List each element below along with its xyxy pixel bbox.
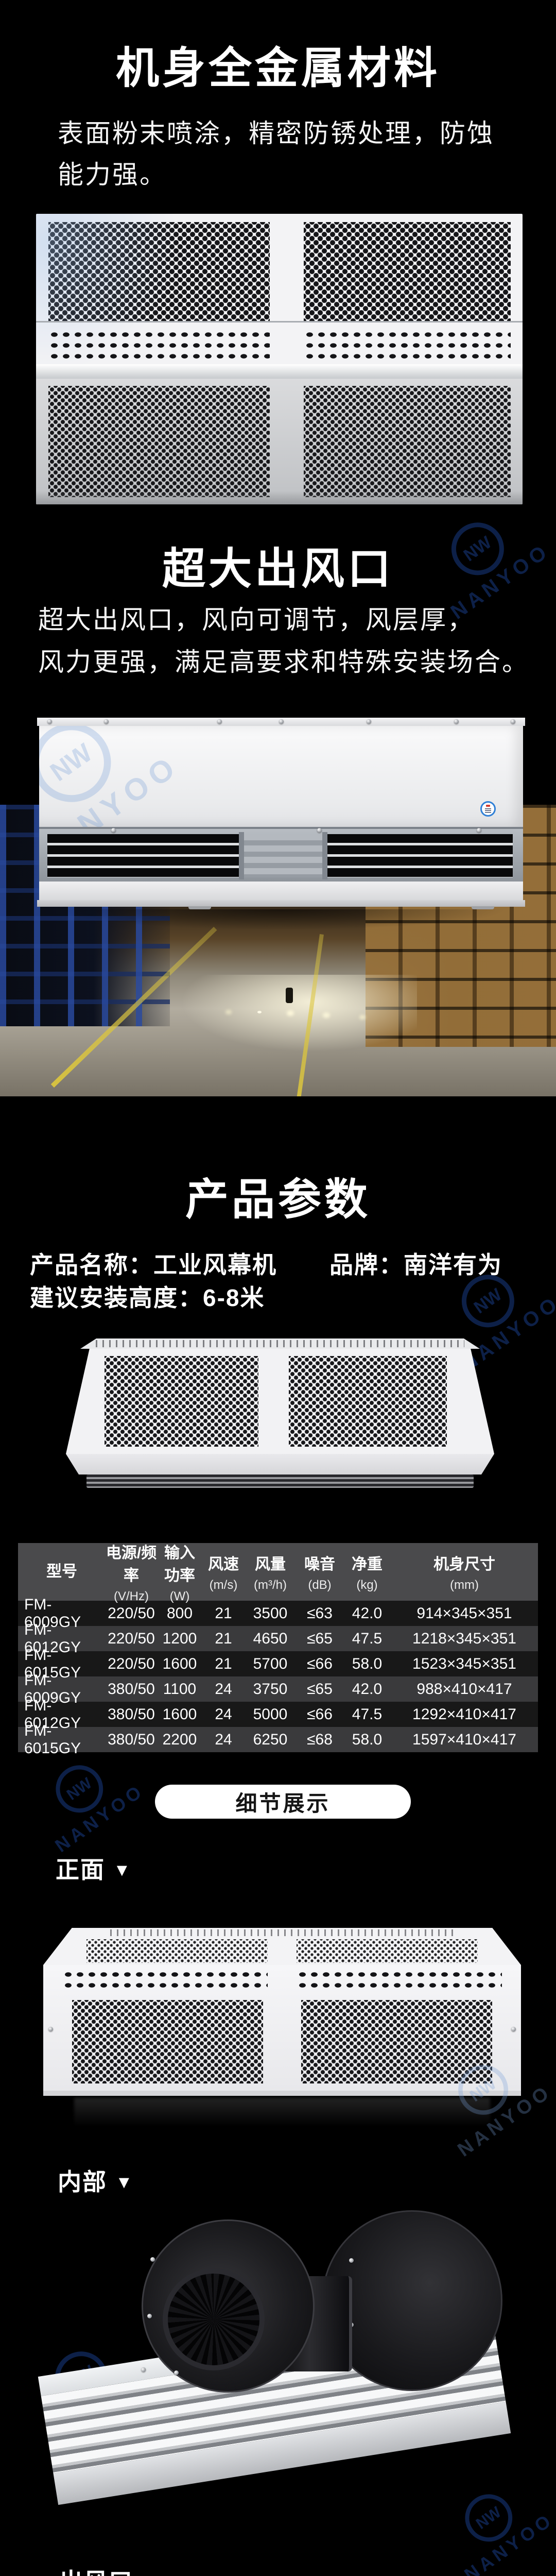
outlet-desc-line2: 风力更强，满足高要求和特殊安装场合。 bbox=[38, 648, 529, 676]
perforation-panel bbox=[72, 2000, 263, 2083]
perforated-face bbox=[66, 1349, 494, 1454]
internal-view-photo bbox=[36, 2210, 520, 2505]
outlet-desc-line1: 超大出风口，风向可调节，风层厚， bbox=[38, 605, 475, 634]
distant-figure bbox=[286, 988, 293, 1003]
unit-front-panel: NW NANYOO bbox=[39, 726, 523, 827]
unit-top-cap bbox=[43, 1928, 521, 1965]
perforation-panel bbox=[304, 222, 511, 321]
front-view-label: 正面 ▼ bbox=[56, 1856, 132, 1883]
perforation-panel bbox=[104, 1356, 259, 1447]
shading bbox=[36, 364, 523, 379]
perforation-panel bbox=[288, 1356, 447, 1447]
material-desc-line1: 表面粉末喷涂，精密防锈处理，防蚀 bbox=[58, 119, 494, 148]
perforation-panel bbox=[86, 1939, 268, 1963]
front-view-photo bbox=[43, 1928, 521, 2127]
fan-wheel bbox=[163, 2268, 265, 2370]
product-name-label: 产品名称： bbox=[30, 1251, 153, 1278]
table-row: FM-6009GY 380/50 1100 24 3750 ≤65 42.0 988×4… bbox=[18, 1672, 538, 1706]
outlet-grille bbox=[39, 827, 523, 882]
mounting-rail bbox=[37, 718, 525, 726]
nanyoo-watermark: NW NANYOO bbox=[39, 726, 186, 827]
material-title: 机身全金属材料 bbox=[115, 44, 440, 92]
brand-value: 南洋有为 bbox=[404, 1251, 502, 1278]
table-row: FM-6015GY 380/50 2200 24 6250 ≤68 58.0 1597×… bbox=[18, 1722, 538, 1757]
slot-band bbox=[296, 1969, 502, 1994]
product-angled-photo bbox=[66, 1338, 494, 1489]
perforation-panel bbox=[301, 2000, 493, 2083]
unit-bottom-lip bbox=[37, 900, 525, 907]
unit-bottom-band bbox=[39, 882, 523, 900]
unit-front-face bbox=[43, 1965, 521, 2091]
spec-table-header: 型号 电源/频率 (V/Hz) 输入功率 (W) 风速 (m/s) 风量 (m³/h) … bbox=[18, 1543, 538, 1603]
metal-closeup-photo bbox=[36, 214, 523, 504]
slot-band bbox=[304, 329, 511, 361]
perforation-panel bbox=[304, 386, 511, 497]
internal-view-label: 内部 ▼ bbox=[58, 2168, 134, 2195]
panel-seam bbox=[36, 321, 523, 323]
shading bbox=[36, 491, 523, 504]
bottom-louver bbox=[86, 1475, 474, 1488]
install-height-label: 建议安装高度： bbox=[30, 1284, 203, 1311]
product-name-line: 产品名称：工业风幕机 bbox=[30, 1253, 277, 1277]
details-button-label: 细节展示 bbox=[235, 1791, 331, 1816]
spec-table: 型号 电源/频率 (V/Hz) 输入功率 (W) 风速 (m/s) 风量 (m³/h) … bbox=[18, 1543, 538, 1757]
outlet-view-label: 出风口▼ bbox=[59, 2570, 160, 2576]
drop-shadow bbox=[55, 909, 508, 930]
params-title: 产品参数 bbox=[185, 1175, 371, 1224]
material-desc-line2: 能力强。 bbox=[58, 160, 167, 189]
details-button: 细节展示 bbox=[155, 1785, 411, 1819]
nanyoo-watermark: NW NANYOO bbox=[23, 1740, 148, 1857]
product-name-value: 工业风幕机 bbox=[153, 1251, 277, 1278]
outlet-title: 超大出风口 bbox=[162, 545, 394, 593]
slot-band bbox=[62, 1969, 268, 1994]
perforation-panel bbox=[296, 1939, 478, 1963]
air-curtain-photo: NW NANYOO bbox=[37, 718, 525, 930]
under-face bbox=[66, 1454, 494, 1475]
brand-label: 品牌： bbox=[329, 1251, 404, 1278]
perforation-panel bbox=[48, 386, 270, 497]
table-row: FM-6012GY 220/50 1200 21 4650 ≤65 47.5 1218×… bbox=[18, 1621, 538, 1656]
install-height-value: 6-8米 bbox=[203, 1284, 265, 1311]
aisle-light bbox=[180, 975, 417, 1052]
triangle-down-icon: ▼ bbox=[142, 2572, 160, 2576]
brand-line: 品牌：南洋有为 bbox=[329, 1253, 502, 1277]
nanyoo-watermark: NW NANYOO bbox=[432, 2469, 556, 2576]
table-row: FM-6009GY 220/50 800 21 3500 ≤63 42.0 914×34… bbox=[18, 1596, 538, 1631]
lower-housing bbox=[36, 379, 523, 504]
triangle-down-icon: ▼ bbox=[113, 1860, 132, 1880]
install-height-line: 建议安装高度：6-8米 bbox=[30, 1286, 265, 1310]
slot-band bbox=[48, 329, 270, 361]
top-vent-strip bbox=[110, 1929, 455, 1936]
ceiling-lights bbox=[257, 1011, 262, 1013]
perforation-panel bbox=[48, 222, 270, 321]
reflection bbox=[74, 2098, 490, 2127]
triangle-down-icon: ▼ bbox=[115, 2173, 134, 2192]
table-row: FM-6012GY 380/50 1600 24 5000 ≤66 47.5 1292×… bbox=[18, 1697, 538, 1732]
blower-drum bbox=[142, 2219, 315, 2393]
brand-badge-icon bbox=[480, 801, 496, 817]
unit-bottom-lip bbox=[43, 2091, 521, 2096]
top-vent-strip bbox=[80, 1338, 480, 1349]
table-row: FM-6015GY 220/50 1600 21 5700 ≤66 58.0 1523×… bbox=[18, 1647, 538, 1681]
